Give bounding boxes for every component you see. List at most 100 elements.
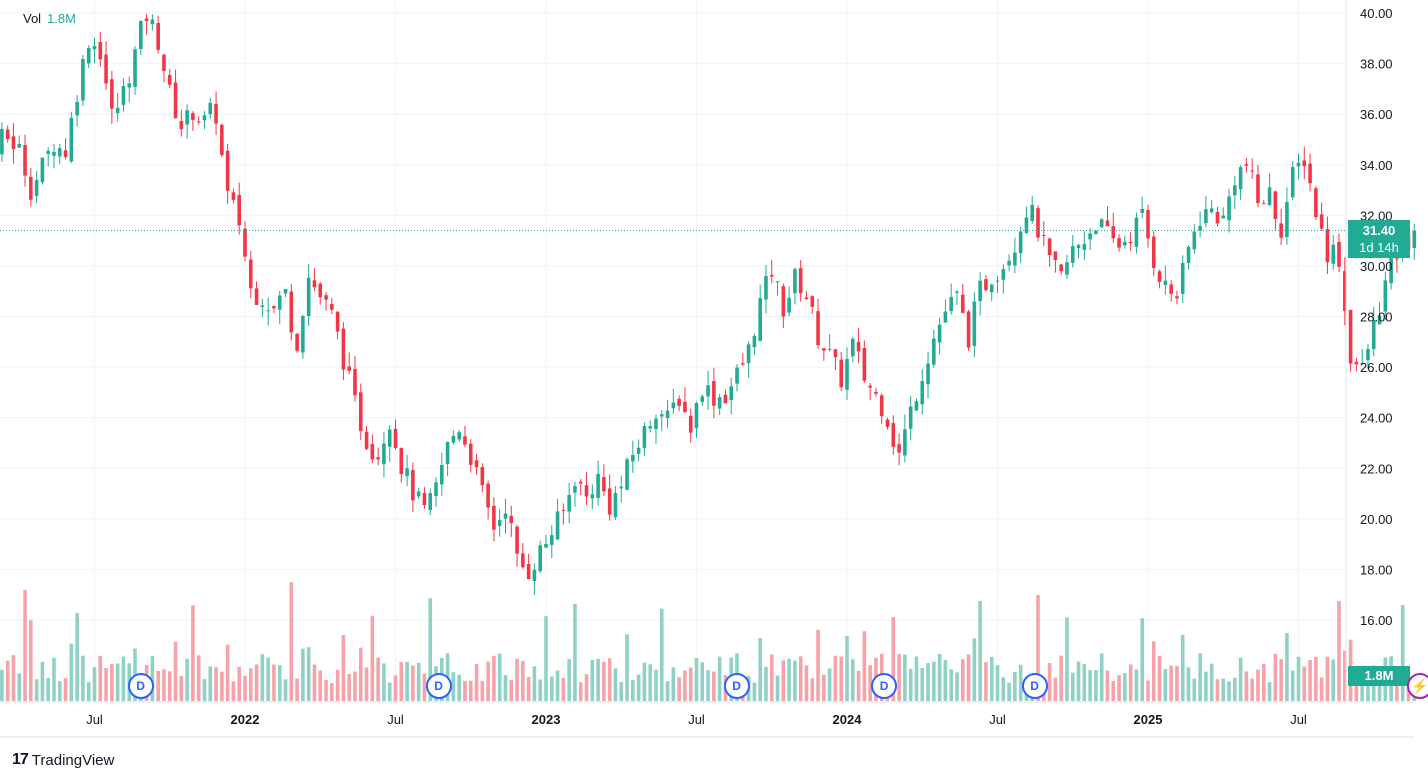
candle-body bbox=[1215, 211, 1220, 224]
candle-body bbox=[1128, 241, 1133, 244]
time-tick-label: 2022 bbox=[231, 712, 260, 727]
volume-bar bbox=[590, 659, 595, 701]
candle-body bbox=[318, 283, 323, 298]
candle-body bbox=[121, 86, 126, 105]
volume-bar bbox=[1099, 653, 1104, 701]
volume-bar bbox=[932, 661, 936, 701]
candle-body bbox=[688, 415, 693, 433]
volume-bar bbox=[214, 667, 218, 701]
tradingview-name: TradingView bbox=[31, 751, 115, 769]
volume-bar bbox=[382, 663, 386, 701]
candle-body bbox=[86, 48, 91, 64]
candle-body bbox=[897, 444, 901, 453]
volume-bar bbox=[0, 669, 4, 701]
candle-body bbox=[764, 275, 768, 300]
dividend-marker-icon[interactable]: D bbox=[127, 673, 154, 699]
volume-bar bbox=[1082, 664, 1087, 701]
volume-bar bbox=[393, 675, 398, 701]
candle-body bbox=[700, 396, 705, 402]
candle-body bbox=[1094, 230, 1098, 235]
candle-body bbox=[1348, 309, 1353, 364]
candle-body bbox=[1111, 226, 1116, 239]
volume-bar bbox=[1279, 659, 1283, 701]
volume-bar bbox=[46, 677, 50, 701]
candle-body bbox=[1290, 167, 1295, 198]
candle-body bbox=[1163, 280, 1168, 285]
volume-bar bbox=[1198, 653, 1202, 701]
candle-body bbox=[1337, 242, 1341, 267]
volume-bar bbox=[301, 648, 305, 701]
candle-body bbox=[248, 259, 253, 289]
candle-body bbox=[162, 54, 166, 72]
candle-body bbox=[185, 110, 189, 125]
time-tick-label: 2023 bbox=[532, 712, 561, 727]
volume-bar bbox=[208, 666, 213, 701]
candle-body bbox=[220, 124, 224, 156]
volume-bar bbox=[1337, 600, 1341, 701]
candle-body bbox=[1389, 257, 1393, 284]
dividend-marker-icon[interactable]: D bbox=[425, 673, 452, 699]
volume-bar bbox=[422, 673, 427, 701]
candle-body bbox=[196, 121, 201, 123]
candle-body bbox=[382, 443, 386, 465]
candle-body bbox=[538, 545, 543, 572]
volume-bar bbox=[764, 666, 768, 701]
volume-bar bbox=[1151, 641, 1156, 701]
volume-bar bbox=[330, 682, 334, 701]
candle-body bbox=[1157, 271, 1162, 282]
volume-bar bbox=[1233, 677, 1237, 701]
volume-bar bbox=[1175, 665, 1179, 701]
candle-body bbox=[787, 297, 791, 313]
tradingview-logo[interactable]: 17 TradingView bbox=[12, 751, 114, 769]
candle-body bbox=[1383, 280, 1388, 312]
candle-body bbox=[0, 128, 4, 155]
volume-bar bbox=[694, 658, 699, 701]
candle-body bbox=[914, 401, 919, 411]
candle-body bbox=[862, 348, 867, 381]
volume-bar bbox=[1001, 677, 1006, 701]
dividend-marker-icon[interactable]: D bbox=[1021, 673, 1048, 699]
candle-body bbox=[57, 148, 62, 157]
candle-body bbox=[932, 338, 936, 365]
candle-body bbox=[822, 348, 826, 351]
volume-bar bbox=[1070, 672, 1075, 701]
candle-body bbox=[1001, 269, 1006, 280]
volume-bar bbox=[191, 605, 195, 701]
volume-bar bbox=[1227, 681, 1231, 701]
candle-body bbox=[850, 338, 855, 357]
volume-bar bbox=[387, 682, 392, 701]
volume-bar bbox=[619, 681, 624, 701]
candle-body bbox=[5, 129, 10, 140]
volume-bar bbox=[411, 665, 415, 701]
volume-bar bbox=[1314, 656, 1318, 701]
candle-body bbox=[1331, 244, 1336, 264]
dividend-marker-icon[interactable]: D bbox=[871, 673, 898, 699]
candle-body bbox=[231, 192, 236, 200]
candle-body bbox=[1169, 284, 1173, 294]
volume-bar bbox=[1146, 680, 1150, 701]
candle-body bbox=[816, 311, 820, 346]
volume-bar bbox=[850, 659, 855, 701]
candle-body bbox=[23, 145, 27, 176]
volume-bar bbox=[822, 674, 826, 701]
volume-bar bbox=[1343, 650, 1347, 701]
candle-body bbox=[1082, 243, 1087, 250]
candle-body bbox=[509, 515, 514, 523]
candle-body bbox=[283, 289, 288, 294]
volume-bar bbox=[98, 655, 103, 701]
volume-bar bbox=[266, 657, 270, 701]
earnings-flash-icon[interactable]: ⚡ bbox=[1406, 673, 1428, 699]
volume-bar bbox=[468, 680, 473, 701]
candle-body bbox=[966, 311, 971, 348]
dividend-marker-icon[interactable]: D bbox=[723, 673, 750, 699]
volume-bar bbox=[1157, 655, 1162, 701]
candle-body bbox=[289, 291, 294, 333]
volume-bar bbox=[862, 631, 867, 701]
volume-bar bbox=[532, 666, 537, 701]
volume-bar bbox=[202, 679, 207, 701]
volume-bar bbox=[1400, 605, 1405, 701]
candle-body bbox=[1134, 217, 1139, 247]
volume-bar bbox=[173, 641, 178, 701]
volume-bar bbox=[324, 679, 328, 701]
